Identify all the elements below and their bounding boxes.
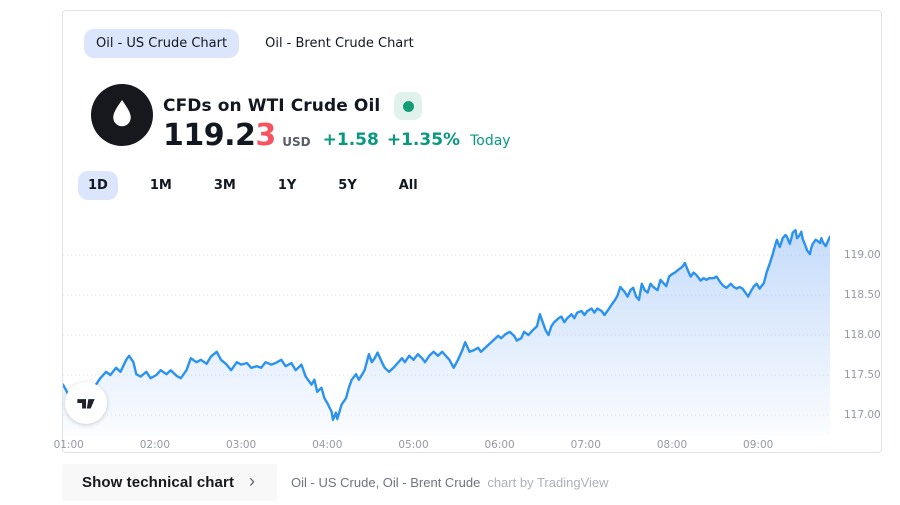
tradingview-logo[interactable]: [65, 382, 107, 424]
y-axis-label: 118.50: [844, 289, 881, 301]
oil-drop-icon: [113, 100, 131, 127]
range-3m[interactable]: 3M: [204, 171, 246, 200]
tradingview-attribution-link[interactable]: chart by TradingView: [487, 475, 609, 490]
chart-tabs: Oil - US Crude Chart Oil - Brent Crude C…: [84, 29, 426, 58]
range-1m[interactable]: 1M: [140, 171, 182, 200]
show-technical-chart-button[interactable]: Show technical chart ›: [62, 464, 278, 501]
chart-widget-card: Oil - US Crude Chart Oil - Brent Crude C…: [54, 10, 882, 454]
range-1d[interactable]: 1D: [78, 171, 118, 200]
x-axis-label: 01:00: [53, 439, 84, 451]
symbols-link[interactable]: Oil - US Crude, Oil - Brent Crude: [291, 475, 481, 490]
x-axis-label: 08:00: [656, 439, 688, 451]
change-period-label: Today: [470, 133, 511, 149]
range-1y[interactable]: 1Y: [268, 171, 306, 200]
range-5y[interactable]: 5Y: [328, 171, 366, 200]
currency-label: USD: [282, 135, 311, 149]
show-technical-chart-label: Show technical chart: [82, 474, 235, 491]
price-change-abs: +1.58: [322, 130, 379, 150]
tab-us-crude-chart[interactable]: Oil - US Crude Chart: [84, 29, 240, 58]
symbol-header: CFDs on WTI Crude Oil: [163, 92, 423, 120]
chart-attribution: Oil - US Crude, Oil - Brent Crude chart …: [291, 475, 608, 490]
y-axis-label: 117.50: [844, 369, 881, 381]
price-last-digit: 3: [255, 118, 277, 153]
price-chart[interactable]: 119.00 118.50 118.00 117.50 117.00 01:00 02:0…: [54, 210, 881, 454]
price-area-fill: [63, 230, 830, 435]
market-status-badge: [394, 92, 423, 120]
price-row: 119.2 3 USD +1.58 +1.35% Today: [163, 121, 511, 151]
market-open-dot-icon: [402, 100, 414, 112]
price-chart-plot: [63, 229, 830, 435]
x-axis-label: 04:00: [312, 439, 343, 451]
price-value: 119.2: [163, 118, 256, 153]
range-all[interactable]: All: [389, 171, 428, 200]
range-selector: 1D 1M 3M 1Y 5Y All: [78, 171, 428, 200]
x-axis-label: 05:00: [398, 439, 429, 451]
tradingview-mark-icon: [77, 399, 95, 409]
price-line: [63, 229, 830, 421]
footer: Show technical chart › Oil - US Crude, O…: [62, 464, 609, 501]
x-axis-label: 02:00: [139, 439, 171, 451]
y-axis-label: 119.00: [844, 249, 881, 261]
tab-brent-crude-chart[interactable]: Oil - Brent Crude Chart: [253, 29, 426, 58]
y-axis-label: 118.00: [844, 329, 881, 341]
x-axis-label: 09:00: [743, 439, 774, 451]
wti-crude-oil-logo: [91, 84, 153, 146]
price-change-pct: +1.35%: [386, 130, 461, 150]
x-axis-label: 03:00: [225, 439, 257, 451]
symbol-title: CFDs on WTI Crude Oil: [163, 96, 381, 116]
x-axis-label: 06:00: [484, 439, 515, 451]
y-axis-label: 117.00: [844, 409, 881, 421]
x-axis-label: 07:00: [570, 439, 601, 451]
chevron-right-icon: ›: [249, 471, 256, 491]
